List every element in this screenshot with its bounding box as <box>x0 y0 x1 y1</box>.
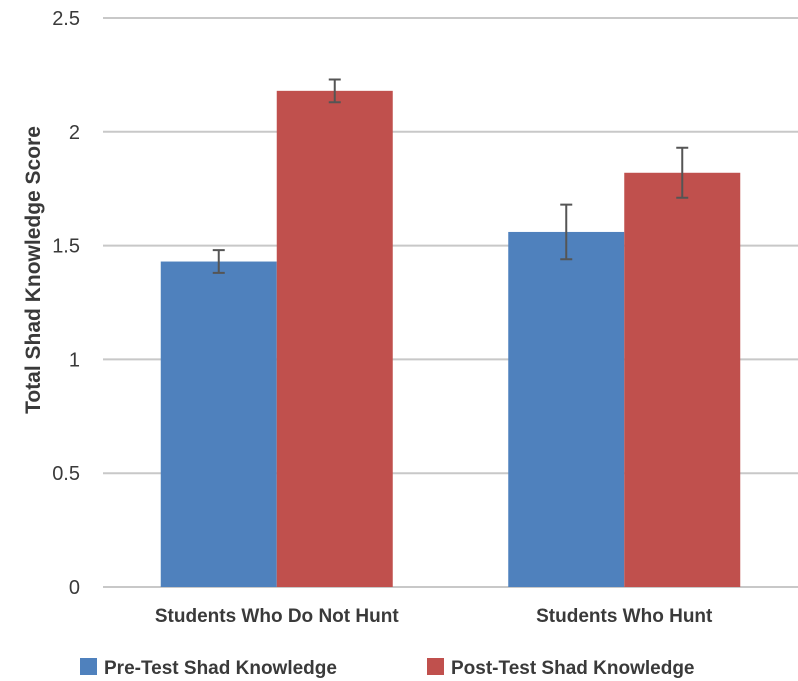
legend-swatch-0 <box>80 658 97 675</box>
x-category-label: Students Who Hunt <box>536 606 713 627</box>
error-bar-1-1 <box>676 146 689 199</box>
error-bars <box>212 78 689 274</box>
bar-pre-0 <box>160 261 277 587</box>
x-category-label: Students Who Do Not Hunt <box>155 606 399 627</box>
y-tick-label: 1.5 <box>52 236 80 258</box>
y-tick-label: 2 <box>69 122 80 144</box>
error-bar-1-0 <box>328 78 341 104</box>
bar-post-1 <box>624 172 741 587</box>
y-tick-label: 0.5 <box>52 463 80 485</box>
error-bar-0-0 <box>212 249 225 274</box>
bar-pre-1 <box>508 231 625 587</box>
legend-swatch-1 <box>427 658 444 675</box>
y-axis-title: Total Shad Knowledge Score <box>22 126 45 414</box>
bars <box>160 90 741 587</box>
legend-label-0: Pre-Test Shad Knowledge <box>104 658 337 679</box>
bar-post-0 <box>276 90 393 587</box>
y-tick-label: 1 <box>69 349 80 371</box>
legend: Pre-Test Shad Knowledge Post-Test Shad Kn… <box>80 658 695 679</box>
y-tick-label: 0 <box>69 577 80 599</box>
legend-label-1: Post-Test Shad Knowledge <box>451 658 695 679</box>
y-tick-label: 2.5 <box>52 8 80 30</box>
error-bar-0-1 <box>560 203 573 261</box>
y-tick-labels: 0 0.5 1 1.5 2 2.5 <box>52 8 80 599</box>
category-labels: Students Who Do Not Hunt Students Who Hun… <box>155 606 713 627</box>
